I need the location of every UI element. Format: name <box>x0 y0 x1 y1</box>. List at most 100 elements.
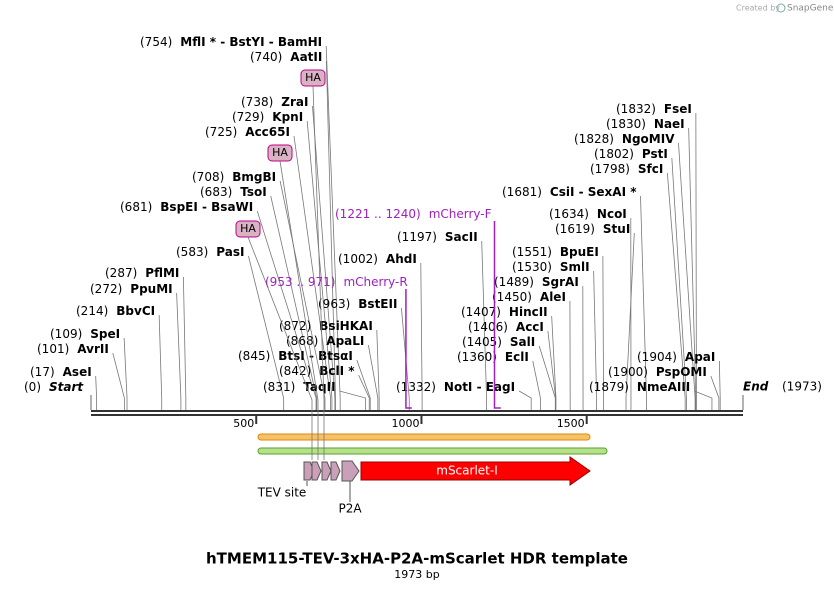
site-pos: (1879) <box>589 380 629 394</box>
site-pos: (963) <box>318 297 350 311</box>
site-label: (1332) NotI - EagI <box>396 380 515 394</box>
site-name: PpuMI <box>130 282 172 296</box>
site-pos: (1904) <box>637 350 677 364</box>
site-name: StuI <box>603 222 630 236</box>
site-line <box>666 172 686 410</box>
site-pos: (287) <box>105 266 137 280</box>
site-name: SacII <box>445 230 478 244</box>
site-pos: (842) <box>279 364 311 378</box>
site-line <box>602 255 604 410</box>
site-pos: (583) <box>176 245 208 259</box>
site-pos: (1405) <box>462 335 502 349</box>
site-pos: (1450) <box>492 290 532 304</box>
site-name: ApaLI <box>326 334 364 348</box>
p2a-arrow <box>341 460 360 482</box>
site-label: (754) MflI * - BstYI - BamHI <box>140 35 322 49</box>
site-label: (583) PasI <box>176 245 244 259</box>
site-label: (1681) CsiI - SexAI * <box>502 185 637 199</box>
site-label: (1530) SmlI <box>512 260 590 274</box>
site-line <box>325 60 336 410</box>
site-pos: (683) <box>200 185 232 199</box>
site-name: BmgBI <box>232 170 276 184</box>
start-name: Start <box>49 380 84 394</box>
site-name: TsoI <box>240 185 266 199</box>
mscarlet-arrow <box>360 456 591 486</box>
site-pos: (17) <box>30 365 55 379</box>
tag-line <box>279 160 319 460</box>
site-line <box>358 374 370 410</box>
site-name: ZraI <box>281 95 308 109</box>
site-label: (963) BstEII <box>318 297 397 311</box>
site-name: CsiI - SexAI * <box>550 185 637 199</box>
site-line <box>176 292 182 410</box>
site-name: NcoI <box>597 207 627 221</box>
site-name: BsiHKAI <box>319 319 373 333</box>
site-label: (287) PflMI <box>105 266 179 280</box>
site-name: SalI <box>510 335 535 349</box>
site-pos: (738) <box>241 95 273 109</box>
site-pos: (681) <box>120 200 152 214</box>
site-name: BtsI - BtsαI <box>278 349 353 363</box>
site-name: AseI <box>63 365 92 379</box>
site-pos: (1530) <box>512 260 552 274</box>
site-label: (1634) NcoI <box>549 207 627 221</box>
site-pos: (101) <box>37 342 69 356</box>
site-pos: (1828) <box>574 132 614 146</box>
site-name: AatII <box>290 50 322 64</box>
site-name: SmlI <box>560 260 590 274</box>
site-line <box>518 390 532 410</box>
site-name: HincII <box>509 305 548 319</box>
site-line <box>671 157 687 410</box>
ha-arrow <box>330 461 341 481</box>
site-pos: (754) <box>140 35 172 49</box>
site-name: BpuEI <box>560 245 599 259</box>
site-name: AccI <box>516 320 544 334</box>
site-label: (831) TaqII <box>263 380 336 394</box>
site-label: (1832) FseI <box>616 102 692 116</box>
site-label: (1830) NaeI <box>606 117 685 131</box>
site-line <box>376 329 380 410</box>
site-label: (272) PpuMI <box>90 282 173 296</box>
site-line <box>481 240 487 410</box>
tag-label: HA <box>240 222 256 235</box>
site-label: (683) TsoI <box>200 185 267 199</box>
site-line <box>158 314 163 410</box>
primer-label: (1221 .. 1240) mCherry-F <box>335 207 492 221</box>
site-label: (738) ZraI <box>241 95 308 109</box>
site-pos: (1798) <box>590 162 630 176</box>
site-line <box>248 255 285 410</box>
site-pos: (1332) <box>396 380 436 394</box>
site-line <box>593 270 598 410</box>
site-line <box>95 375 98 410</box>
site-label: (845) BtsI - BtsαI <box>238 349 353 363</box>
primer-range: (1221 .. 1240) <box>335 207 421 221</box>
site-pos: (272) <box>90 282 122 296</box>
tag-line <box>312 85 325 460</box>
primer-range: (953 .. 971) <box>265 275 335 289</box>
site-label: (681) BspEI - BsaWI <box>120 200 253 214</box>
feature-label: P2A <box>338 502 362 516</box>
site-line <box>688 127 697 410</box>
site-pos: (1830) <box>606 117 646 131</box>
ruler-label: 500 <box>233 417 254 430</box>
site-label: (109) SpeI <box>50 327 120 341</box>
site-name: KpnI <box>272 110 303 124</box>
site-pos: (1832) <box>616 102 656 116</box>
site-name: AleI <box>540 290 566 304</box>
site-label: (1002) AhdI <box>338 252 417 266</box>
site-pos: (0) <box>24 380 41 394</box>
site-label: (1407) HincII <box>461 305 548 319</box>
site-name: PasI <box>216 245 244 259</box>
title: hTMEM115-TEV-3xHA-P2A-mScarlet HDR templ… <box>206 550 628 568</box>
subtitle: 1973 bp <box>394 568 439 581</box>
site-pos: (1002) <box>338 252 378 266</box>
site-name: ApaI <box>685 350 715 364</box>
primer-label: (953 .. 971) mCherry-R <box>265 275 408 289</box>
site-line <box>532 360 541 410</box>
site-label: (842) BclI * <box>279 364 355 378</box>
feature-bar <box>257 433 591 441</box>
site-label: (1489) SgrAI <box>494 275 579 289</box>
site-name: TaqII <box>303 380 335 394</box>
created-by: Created by <box>736 4 780 13</box>
primer-line <box>493 221 501 409</box>
